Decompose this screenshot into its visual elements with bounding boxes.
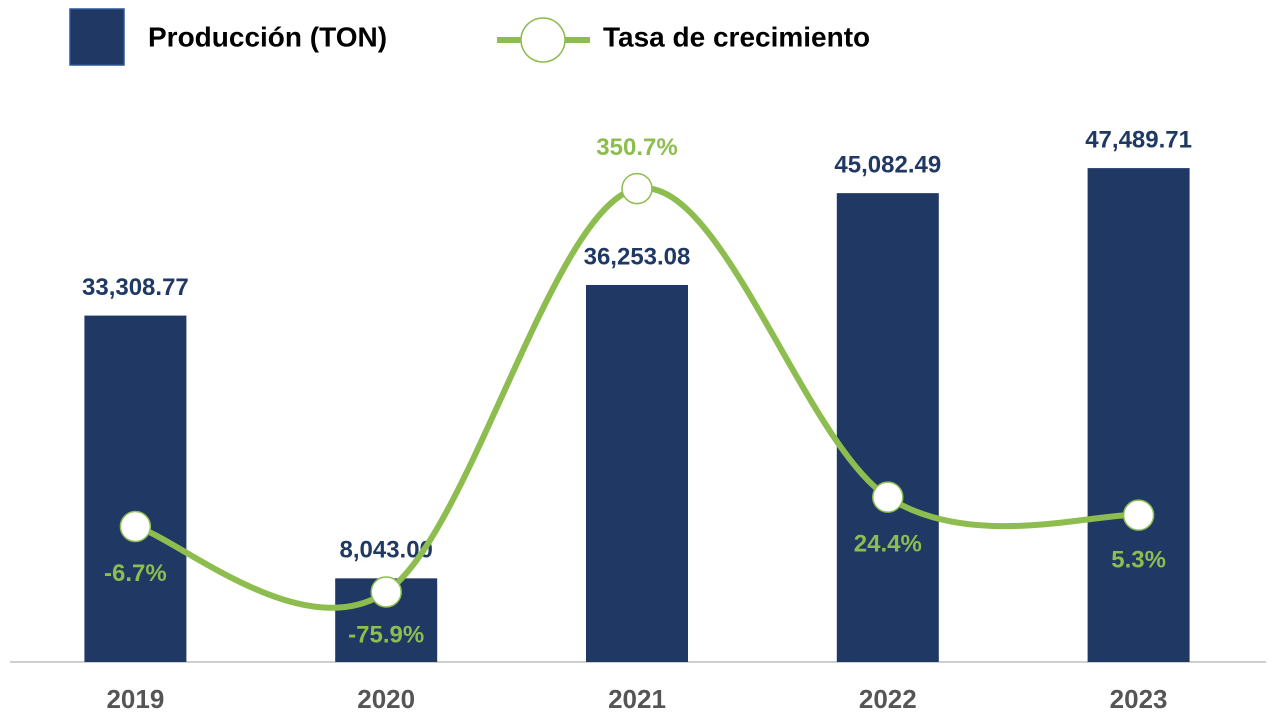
line-value-label: -75.9% <box>348 621 424 648</box>
bar <box>1087 168 1190 663</box>
line-marker <box>119 510 152 543</box>
bar <box>84 315 187 662</box>
line-value-label: 350.7% <box>596 134 677 161</box>
line-marker <box>1122 499 1155 531</box>
line-value-label: -6.7% <box>104 560 167 587</box>
line-marker <box>872 481 904 513</box>
x-tick-label: 2022 <box>859 684 917 714</box>
bar <box>586 284 688 662</box>
legend-label: Tasa de crecimiento <box>603 21 870 52</box>
x-tick-label: 2019 <box>106 684 164 714</box>
bar-value-label: 45,082.49 <box>834 151 941 178</box>
legend-marker <box>520 17 566 63</box>
x-tick-label: 2020 <box>357 684 415 714</box>
bar-value-label: 33,308.77 <box>82 274 189 301</box>
x-tick-label: 2021 <box>608 684 666 714</box>
line-value-label: 5.3% <box>1111 547 1166 574</box>
bar-value-label: 47,489.71 <box>1085 126 1192 153</box>
legend-label: Producción (TON) <box>148 21 387 52</box>
x-tick-label: 2023 <box>1110 684 1168 714</box>
legend-swatch <box>69 8 125 66</box>
line-marker <box>621 172 653 205</box>
bar <box>836 193 939 663</box>
line-marker <box>370 576 402 608</box>
line-value-label: 24.4% <box>854 530 922 557</box>
bar-value-label: 36,253.08 <box>584 243 691 270</box>
